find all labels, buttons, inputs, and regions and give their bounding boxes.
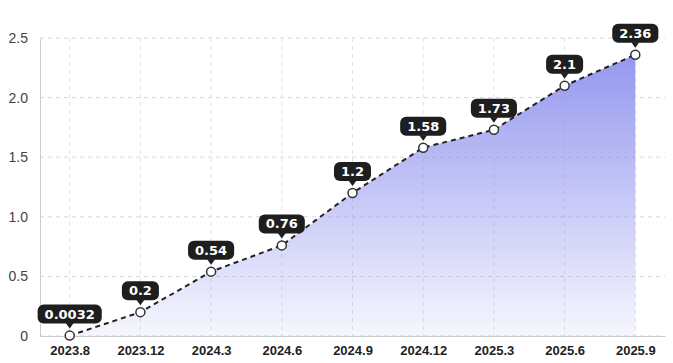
data-label: 1.58 (407, 119, 439, 134)
label-box (546, 55, 583, 74)
label-box (188, 241, 234, 260)
tick: 2024.6 (262, 336, 302, 358)
callout: 0.54 (188, 241, 234, 265)
label-pointer (561, 73, 569, 79)
tick: 2024.3 (192, 336, 232, 358)
tick-label: 2.0 (9, 90, 29, 106)
tick-label: 0.5 (9, 268, 29, 284)
line (70, 55, 636, 336)
marker (560, 81, 569, 90)
data-label: 0.0032 (45, 307, 95, 322)
tick-label: 2024.9 (333, 343, 373, 358)
marker (136, 308, 145, 317)
data-label: 1.73 (478, 101, 510, 116)
label-pointer (66, 323, 74, 329)
y-axis: 0 0.5 1.0 1.5 2.0 2.5 (9, 30, 41, 344)
axis-line (40, 39, 41, 337)
data-label: 0.54 (195, 243, 227, 258)
label-pointer (631, 42, 639, 48)
marker (65, 331, 74, 340)
tick: 1.0 (9, 209, 40, 225)
tick: 1.5 (9, 149, 40, 165)
tick-label: 2023.12 (117, 343, 164, 358)
tick-label: 2.5 (9, 30, 29, 46)
tick-label: 2023.8 (50, 343, 90, 358)
grid (40, 38, 665, 336)
label-pointer (207, 259, 215, 265)
data-label: 2.36 (619, 26, 651, 41)
tick: 2025.6 (545, 336, 585, 358)
marker (419, 143, 428, 152)
tick-label: 1.5 (9, 149, 29, 165)
tick-label: 2024.3 (192, 343, 232, 358)
marker (207, 267, 216, 276)
plot-marks (65, 50, 640, 340)
callout: 2.1 (546, 55, 583, 79)
tick: 2024.9 (333, 336, 373, 358)
label-pointer (419, 135, 427, 141)
tick-label: 2025.6 (545, 343, 585, 358)
label-box (471, 99, 517, 118)
data-label: 0.76 (266, 216, 298, 231)
callout: 1.73 (471, 99, 517, 123)
data-label: 2.1 (553, 57, 576, 72)
tick: 0 (20, 328, 40, 344)
tick: 2.5 (9, 30, 40, 46)
callout: 0.0032 (38, 305, 102, 329)
callout: 0.76 (259, 214, 305, 238)
marker (348, 188, 357, 197)
tick: 2024.12 (400, 336, 447, 358)
label-box (259, 214, 305, 233)
area (70, 55, 636, 336)
tick-label: 2024.6 (262, 343, 302, 358)
label-pointer (278, 233, 286, 239)
tick: 2.0 (9, 90, 40, 106)
tick-label: 2025.9 (616, 343, 656, 358)
label-pointer (136, 300, 144, 306)
tick-label: 2024.12 (400, 343, 447, 358)
tick-label: 0 (20, 328, 28, 344)
marker (631, 50, 640, 59)
label-box (400, 117, 446, 136)
tick: 2025.9 (616, 336, 656, 358)
tick: 2025.3 (475, 336, 515, 358)
callout: 1.58 (400, 117, 446, 141)
chart: 0 0.5 1.0 1.5 2.0 2.5 2023.8 2023.12 2024.3 2024.… (0, 0, 673, 363)
tick: 0.5 (9, 268, 40, 284)
callout: 2.36 (612, 24, 658, 48)
data-label: 0.2 (129, 283, 152, 298)
x-axis: 2023.8 2023.12 2024.3 2024.6 2024.9 2024.12 20… (41, 336, 666, 358)
label-box (38, 305, 102, 324)
callout: 0.2 (122, 281, 159, 305)
tick-label: 2025.3 (475, 343, 515, 358)
label-box (612, 24, 658, 43)
label-pointer (349, 180, 357, 186)
label-box (122, 281, 159, 300)
grid-line (69, 38, 70, 336)
callout: 1.2 (334, 162, 371, 186)
axis-line (41, 336, 666, 337)
marker (489, 125, 498, 134)
marker (277, 241, 286, 250)
tick: 2023.12 (117, 336, 164, 358)
label-box (334, 162, 371, 181)
data-label: 1.2 (341, 164, 364, 179)
label-pointer (490, 117, 498, 123)
data-labels: 0.0032 0.2 0.54 0.76 1.2 1.58 1.73 2.1 2.36 (38, 24, 659, 329)
tick-label: 1.0 (9, 209, 29, 225)
